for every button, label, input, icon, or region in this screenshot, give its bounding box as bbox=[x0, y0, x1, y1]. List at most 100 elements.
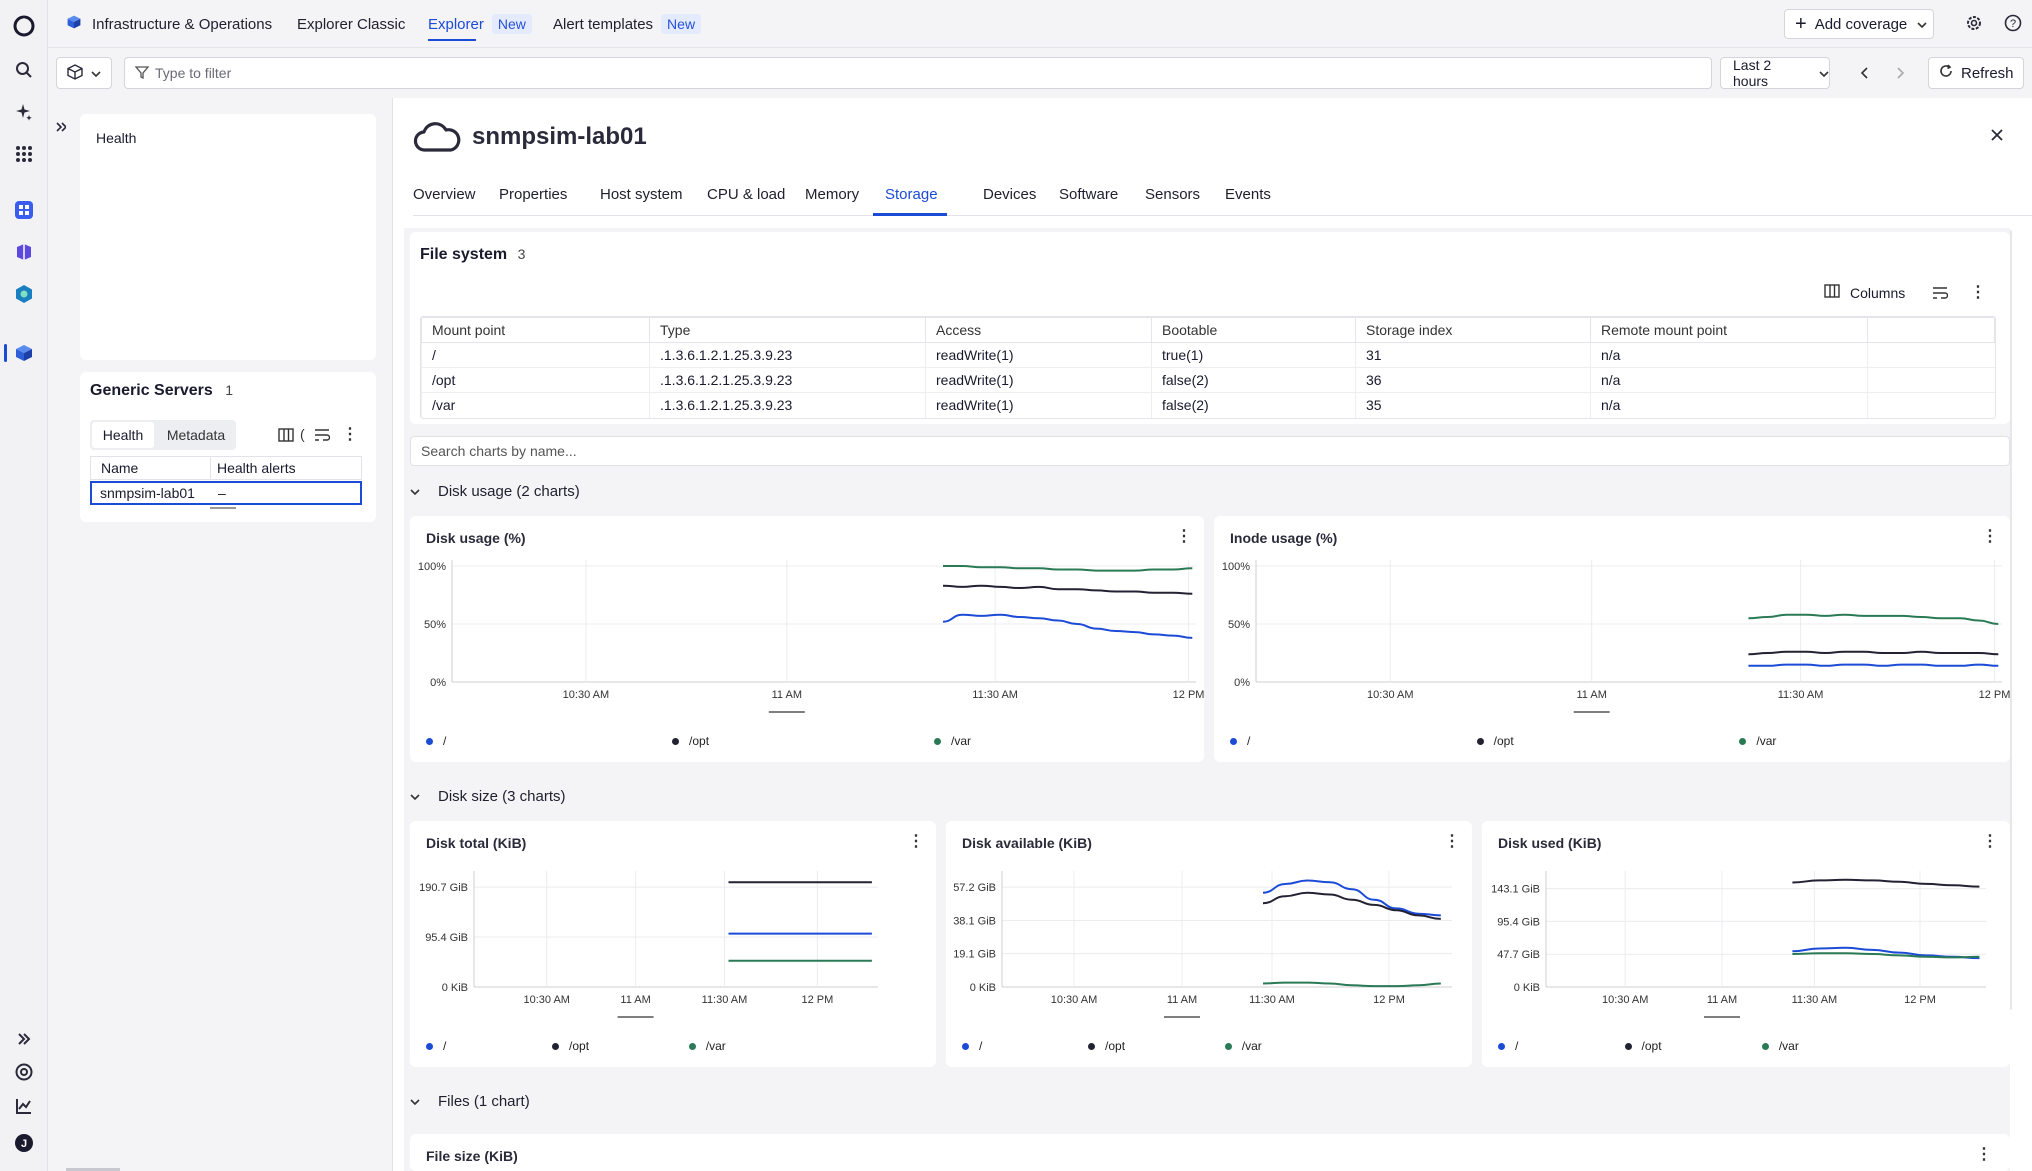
vertical-scrollbar[interactable] bbox=[2008, 230, 2012, 1010]
legend-item[interactable]: / bbox=[426, 734, 446, 748]
series-line-root[interactable] bbox=[1262, 879, 1441, 917]
column-header-remote-mount-point[interactable]: Remote mount point bbox=[1590, 317, 1868, 343]
chart-menu-icon[interactable]: ⋮ bbox=[1176, 528, 1192, 545]
chart-menu-icon[interactable]: ⋮ bbox=[908, 833, 924, 850]
series-line-var[interactable] bbox=[1748, 613, 1999, 625]
horizontal-scrollbar[interactable] bbox=[66, 1168, 120, 1171]
app-title[interactable]: Infrastructure & Operations bbox=[66, 0, 272, 48]
infrastructure-app-icon[interactable] bbox=[12, 341, 36, 365]
tab-software[interactable]: Software bbox=[1059, 185, 1119, 203]
server-name[interactable]: snmpsim-lab01 bbox=[100, 485, 195, 501]
search-charts-input[interactable]: Search charts by name... bbox=[410, 436, 2010, 466]
series-line-root[interactable] bbox=[1748, 663, 1999, 667]
columns-truncated-icon[interactable]: ( bbox=[300, 426, 305, 442]
series-line-root[interactable] bbox=[942, 613, 1193, 639]
column-header-storage-index[interactable]: Storage index bbox=[1355, 317, 1591, 343]
tab-sensors[interactable]: Sensors bbox=[1145, 185, 1201, 203]
chart-svg[interactable]: 57.2 GiB 38.1 GiB 19.1 GiB 0 KiB 10:30 AM 11 … bbox=[946, 821, 1472, 1067]
column-header-bootable[interactable]: Bootable bbox=[1151, 317, 1356, 343]
chart-menu-icon[interactable]: ⋮ bbox=[1982, 833, 1998, 850]
series-line-var[interactable] bbox=[1792, 952, 1980, 959]
columns-icon[interactable] bbox=[278, 428, 294, 445]
legend-item[interactable]: / bbox=[1230, 734, 1250, 748]
scrollbar-thumb[interactable] bbox=[210, 507, 236, 509]
analytics-icon[interactable] bbox=[12, 1094, 36, 1118]
tab-devices[interactable]: Devices bbox=[983, 185, 1037, 203]
chart-svg[interactable]: 190.7 GiB 95.4 GiB 0 KiB 10:30 AM 11 AM 11:30… bbox=[410, 821, 936, 1067]
columns-button[interactable]: Columns bbox=[1824, 284, 1905, 301]
legend-item[interactable]: / bbox=[962, 1039, 982, 1053]
legend-item[interactable]: /opt bbox=[1624, 1039, 1662, 1053]
more-options-icon[interactable]: ⋮ bbox=[1970, 284, 1986, 301]
legend-item[interactable]: / bbox=[1498, 1039, 1518, 1053]
refresh-button[interactable]: Refresh bbox=[1928, 57, 2024, 89]
chart-menu-icon[interactable]: ⋮ bbox=[1976, 1146, 1992, 1163]
table-row[interactable]: snmpsim-lab01 – bbox=[90, 481, 362, 505]
tab-explorer[interactable]: Explorer New bbox=[428, 0, 532, 48]
notebooks-app-icon[interactable] bbox=[12, 240, 36, 264]
timeframe-previous-icon[interactable] bbox=[1860, 66, 1870, 83]
dynatrace-logo-icon[interactable] bbox=[12, 14, 36, 38]
legend-item[interactable]: /opt bbox=[1476, 734, 1514, 748]
section-disk-usage[interactable]: Disk usage (2 charts) bbox=[410, 476, 580, 506]
expand-rail-icon[interactable] bbox=[12, 1027, 36, 1051]
column-header-mount-point[interactable]: Mount point bbox=[421, 317, 650, 343]
add-coverage-button[interactable]: + Add coverage bbox=[1784, 9, 1934, 39]
toggle-health[interactable]: Health bbox=[92, 422, 154, 448]
legend-item[interactable]: /var bbox=[934, 734, 971, 748]
legend-item[interactable]: / bbox=[426, 1039, 446, 1053]
tab-memory[interactable]: Memory bbox=[805, 185, 860, 203]
line-wrap-icon[interactable] bbox=[314, 428, 331, 445]
series-line-var[interactable] bbox=[1262, 981, 1441, 988]
timeframe-selector[interactable]: Last 2 hours bbox=[1720, 57, 1830, 89]
support-icon[interactable] bbox=[12, 1060, 36, 1084]
chart-menu-icon[interactable]: ⋮ bbox=[1982, 528, 1998, 545]
tab-explorer-classic[interactable]: Explorer Classic bbox=[297, 0, 405, 48]
section-files[interactable]: Files (1 chart) bbox=[410, 1086, 530, 1116]
table-row[interactable]: /opt .1.3.6.1.2.1.25.3.9.23 readWrite(1) fa… bbox=[421, 367, 1995, 393]
tab-properties[interactable]: Properties bbox=[499, 185, 568, 203]
tab-events[interactable]: Events bbox=[1225, 185, 1271, 203]
kubernetes-app-icon[interactable] bbox=[12, 282, 36, 306]
chart-svg[interactable]: 143.1 GiB 95.4 GiB 47.7 GiB 0 KiB 10:30 AM 11… bbox=[1482, 821, 2010, 1067]
column-header-type[interactable]: Type bbox=[649, 317, 926, 343]
panel-divider[interactable] bbox=[392, 98, 393, 1171]
settings-gear-icon[interactable] bbox=[1965, 14, 1983, 35]
tab-cpu-load[interactable]: CPU & load bbox=[707, 185, 786, 203]
entity-type-selector[interactable] bbox=[56, 57, 112, 89]
series-line-opt[interactable] bbox=[1262, 891, 1441, 920]
chart-menu-icon[interactable]: ⋮ bbox=[1444, 833, 1460, 850]
table-row[interactable]: /var .1.3.6.1.2.1.25.3.9.23 readWrite(1) fa… bbox=[421, 392, 1995, 418]
legend-item[interactable]: /opt bbox=[672, 734, 709, 748]
column-header-name[interactable]: Name bbox=[91, 457, 211, 479]
legend-item[interactable]: /var bbox=[1224, 1039, 1262, 1053]
series-line-var[interactable] bbox=[943, 565, 1193, 572]
chart-svg[interactable]: 100% 50% 0% 10:30 AM 11 AM 11:30 AM 12 PM bbox=[410, 516, 1204, 762]
tab-storage[interactable]: Storage bbox=[885, 185, 938, 203]
legend-item[interactable]: /var bbox=[688, 1039, 726, 1053]
column-header-health-alerts[interactable]: Health alerts bbox=[217, 460, 296, 476]
section-disk-size[interactable]: Disk size (3 charts) bbox=[410, 781, 566, 811]
apps-grid-icon[interactable] bbox=[12, 142, 36, 166]
toggle-metadata[interactable]: Metadata bbox=[166, 427, 226, 443]
tab-alert-templates[interactable]: Alert templates New bbox=[553, 0, 702, 48]
chart-svg[interactable]: 100% 50% 0% 10:30 AM 11 AM 11:30 AM 12 PM bbox=[1214, 516, 2010, 762]
tab-overview[interactable]: Overview bbox=[413, 185, 476, 203]
sparkle-icon[interactable] bbox=[12, 100, 36, 124]
help-icon[interactable]: ? bbox=[2004, 14, 2022, 35]
filter-input[interactable]: Type to filter bbox=[124, 57, 1712, 89]
timeframe-next-icon[interactable] bbox=[1895, 66, 1905, 83]
tab-host-system[interactable]: Host system bbox=[600, 185, 683, 203]
user-avatar-icon[interactable]: J bbox=[12, 1131, 36, 1155]
search-icon[interactable] bbox=[12, 58, 36, 82]
series-line-opt[interactable] bbox=[942, 584, 1193, 595]
line-wrap-icon[interactable] bbox=[1932, 286, 1949, 303]
series-line-opt[interactable] bbox=[1792, 878, 1980, 888]
legend-item[interactable]: /var bbox=[1739, 734, 1776, 748]
series-line-opt[interactable] bbox=[1748, 650, 1999, 656]
legend-item[interactable]: /opt bbox=[1088, 1039, 1125, 1053]
close-icon[interactable] bbox=[1990, 128, 2004, 145]
more-options-icon[interactable]: ⋮ bbox=[342, 426, 358, 443]
dashboards-app-icon[interactable] bbox=[12, 198, 36, 222]
column-header-access[interactable]: Access bbox=[925, 317, 1152, 343]
